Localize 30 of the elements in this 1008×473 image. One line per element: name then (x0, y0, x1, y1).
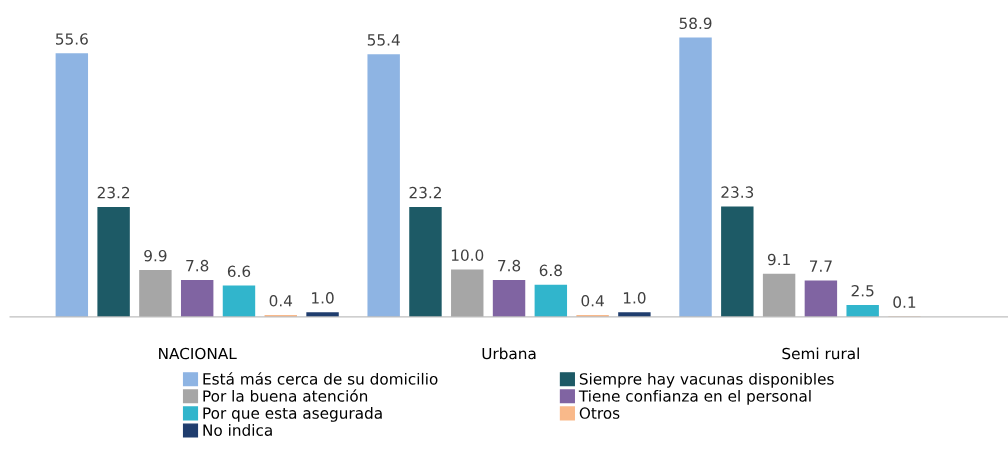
legend-label: Por la buena atención (203, 389, 368, 402)
x-tick-label: Semi rural (782, 347, 859, 360)
data-label: 0.4 (581, 294, 604, 307)
x-tick-label: Urbana (482, 347, 536, 360)
legend-label: Está más cerca de su domicilio (203, 372, 438, 385)
data-label: 0.1 (893, 296, 916, 308)
data-label: 23.3 (721, 186, 754, 198)
x-tick-label: NACIONAL (159, 347, 237, 360)
data-label: 7.8 (498, 259, 521, 272)
legend-label: Otros (579, 407, 620, 419)
legend-label: Siempre hay vacunas disponibles (579, 372, 834, 388)
data-label: 1.0 (623, 292, 646, 304)
data-label: 55.6 (56, 33, 88, 45)
data-label: 9.1 (767, 253, 790, 266)
data-label: 1.0 (312, 292, 334, 304)
data-label: 7.8 (186, 259, 209, 272)
legend-label: No indica (203, 424, 272, 436)
data-label: 6.8 (539, 264, 562, 277)
data-label: 6.6 (227, 265, 251, 278)
legend-label: Tiene confianza en el personal (578, 389, 811, 405)
legend-label: Por que esta asegurada (203, 407, 382, 422)
data-label: 9.9 (144, 249, 167, 262)
data-label: 58.9 (679, 17, 712, 30)
data-label: 10.0 (451, 249, 484, 261)
data-label: 2.5 (851, 284, 874, 297)
data-label: 0.4 (269, 294, 293, 307)
data-label: 55.4 (367, 34, 400, 46)
data-label: 23.2 (97, 186, 130, 199)
data-label: 7.7 (809, 260, 832, 272)
data-label: 23.2 (409, 186, 441, 199)
